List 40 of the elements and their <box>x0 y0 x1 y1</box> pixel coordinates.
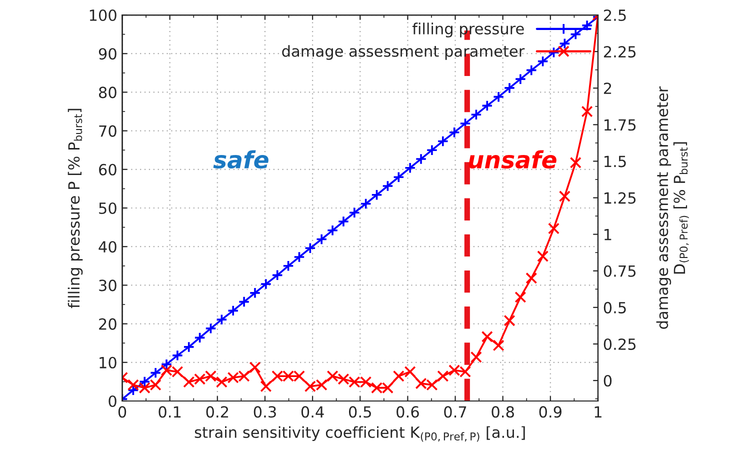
annotation: unsafe <box>468 150 556 169</box>
x-tick-label: 0.3 <box>254 406 276 418</box>
y-tick-label: 60 <box>99 164 116 176</box>
x-axis-title: strain sensitivity coefficient K$_{(P0,Pref,P)}$ [a.u.] <box>194 426 525 442</box>
y-tick-label: 90 <box>98 48 116 60</box>
y2-tick-label: 0.75 <box>604 265 636 277</box>
x-tick-label: 0.6 <box>396 406 419 418</box>
x-tick-label: 0.5 <box>348 406 371 418</box>
y2-tick-label: 0 <box>604 374 612 387</box>
y2-tick-label: 0.5 <box>604 302 626 314</box>
y-tick-label: 40 <box>98 241 116 253</box>
x-tick-label: 0.7 <box>444 406 466 418</box>
y2-tick-label: 1 <box>604 228 612 240</box>
y-tick-label: 50 <box>99 202 116 214</box>
y2-tick-label: 2 <box>604 82 612 94</box>
y-tick-label: 10 <box>100 356 116 368</box>
y-tick-label: 0 <box>108 395 116 408</box>
y2-tick-label: 1.25 <box>604 192 636 204</box>
y-axis-title: filling pressure P [% P$_{burst}$] <box>68 108 83 308</box>
y-tick-label: 30 <box>99 280 116 292</box>
legend-label: filling pressure <box>412 22 524 38</box>
y2-tick-label: 2.5 <box>604 9 626 22</box>
x-tick-label: 0.9 <box>539 406 562 418</box>
y2-axis-title: damage assessment parameter D$_{(P0,Pref)}$ [% P$_{burst}$] <box>656 86 689 329</box>
x-tick-label: 1 <box>594 406 602 418</box>
x-tick-label: 0.1 <box>158 406 181 418</box>
y2-tick-label: 0.25 <box>604 338 636 350</box>
annotation: safe <box>213 150 268 169</box>
y-tick-label: 80 <box>99 86 116 98</box>
legend-label: damage assessment parameter <box>282 45 525 60</box>
x-tick-label: 0.4 <box>301 406 324 418</box>
x-tick-label: 0.2 <box>206 406 228 418</box>
x-tick-label: 0.8 <box>492 406 514 418</box>
y-tick-label: 100 <box>90 9 116 22</box>
y2-tick-label: 1.5 <box>604 156 626 168</box>
y2-tick-label: 1.75 <box>604 119 636 131</box>
y-tick-label: 70 <box>99 125 116 137</box>
y2-tick-label: 2.25 <box>604 46 636 58</box>
y-tick-label: 20 <box>99 318 116 330</box>
x-tick-label: 0 <box>118 406 126 418</box>
